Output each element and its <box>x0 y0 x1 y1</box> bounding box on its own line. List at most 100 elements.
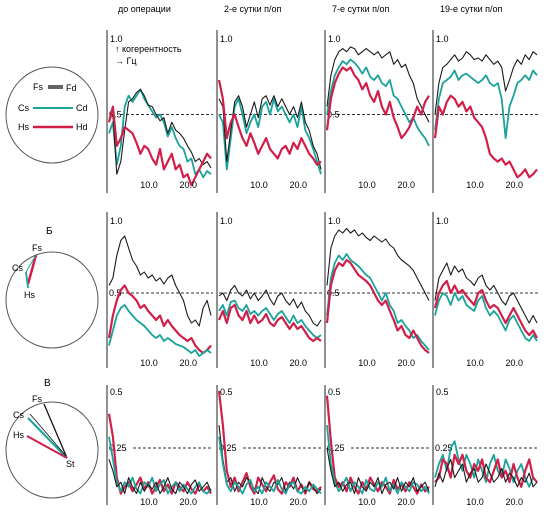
series-line-teal <box>326 58 430 147</box>
electrode-label-hs: Hs <box>24 290 35 300</box>
electrode-label-hd: Hd <box>76 122 88 132</box>
electrode-label-fd: Fd <box>66 83 77 93</box>
series-line-teal <box>218 97 322 175</box>
electrode-label-st: St <box>66 459 75 469</box>
reference-label: 0.25 <box>109 443 127 453</box>
y-max-label: 0.5 <box>220 387 233 397</box>
chart-panel: 0.5 0.25 10.0 20.0 <box>324 385 431 507</box>
column-header-before-surgery: до операции <box>118 4 171 14</box>
x-tick-label: 10.0 <box>250 358 268 368</box>
reference-label: 0.25 <box>219 443 237 453</box>
x-tick-label: 20.0 <box>397 180 415 190</box>
reference-label: 0.5 <box>109 110 122 120</box>
x-tick-label: 20.0 <box>397 358 415 368</box>
series-line-black <box>218 95 322 170</box>
series-line-black <box>326 46 430 123</box>
x-tick-label: 20.0 <box>505 180 523 190</box>
x-tick-label: 10.0 <box>466 358 484 368</box>
chart-panel: 0.5 0.25 10.0 20.0 <box>432 385 539 507</box>
series-line-red <box>433 279 538 339</box>
row-label-c: В <box>44 378 51 389</box>
series-line-black <box>108 88 212 175</box>
x-tick-label: 20.0 <box>505 497 523 507</box>
series-line-black <box>218 284 322 327</box>
reference-label: 0.25 <box>435 443 453 453</box>
x-tick-label: 20.0 <box>289 497 307 507</box>
x-tick-label: 20.0 <box>289 358 307 368</box>
series-line-black <box>326 227 430 301</box>
electrode-label-hs: Hs <box>13 430 24 440</box>
series-line-black <box>434 51 538 115</box>
column-header-day-19: 19-е сутки п/оп <box>440 4 502 14</box>
column-header-day-2: 2-е сутки п/оп <box>224 4 281 14</box>
series-line-red <box>433 94 538 179</box>
electrode-label-cs: Cs <box>18 103 29 113</box>
x-tick-label: 10.0 <box>250 180 268 190</box>
chart-panel: 1.0 10.0 20.0 <box>216 212 323 368</box>
series-line-teal <box>326 253 430 351</box>
reference-label: 0.25 <box>327 443 345 453</box>
column-header-day-7: 7-е сутки п/оп <box>332 4 389 14</box>
x-tick-label: 20.0 <box>179 358 197 368</box>
series-line-black <box>108 459 212 495</box>
x-axis-caption: → Гц <box>115 56 137 66</box>
x-tick-label: 10.0 <box>358 358 376 368</box>
series-line-teal <box>326 425 430 495</box>
series-line-red <box>107 105 212 187</box>
x-tick-label: 20.0 <box>505 358 523 368</box>
series-line-teal <box>218 436 322 495</box>
electrode-label-fs: Fs <box>32 394 42 404</box>
chart-panel: 1.0 10.0 20.0 <box>432 212 539 368</box>
y-max-label: 1.0 <box>328 34 341 44</box>
electrode-label-fs: Fs <box>33 82 43 92</box>
series-line-teal <box>218 299 322 339</box>
series-line-red <box>217 79 322 166</box>
series-line-black <box>108 235 212 327</box>
y-max-label: 1.0 <box>110 216 123 226</box>
y-max-label: 1.0 <box>110 34 123 44</box>
series-line-teal <box>108 304 212 357</box>
y-max-label: 1.0 <box>220 216 233 226</box>
y-max-label: 0.5 <box>110 387 123 397</box>
chart-panel: 1.0 0.5 10.0 20.0 <box>106 30 213 193</box>
chart-panels: 1.00.510.0 20.01.010.0 20.01.00.510.0 20.01… <box>106 30 539 507</box>
head-schematic-b: Б Fs Cs Hs <box>5 226 99 349</box>
x-tick-label: 10.0 <box>140 358 158 368</box>
x-tick-label: 10.0 <box>250 497 268 507</box>
series-line-red <box>434 453 538 488</box>
series-line-teal <box>434 69 538 140</box>
series-line-red <box>107 284 212 355</box>
series-line-teal <box>434 440 538 488</box>
x-tick-label: 10.0 <box>140 497 158 507</box>
y-max-label: 1.0 <box>220 34 233 44</box>
x-tick-label: 10.0 <box>358 497 376 507</box>
electrode-label-cs: Cs <box>12 263 23 273</box>
chart-panel: 1.0 0.5 10.0 20.0 <box>324 30 431 193</box>
x-tick-label: 10.0 <box>358 180 376 190</box>
row-label-b: Б <box>46 226 53 237</box>
y-max-label: 0.5 <box>436 387 449 397</box>
reference-label: 0.5 <box>109 288 122 298</box>
x-tick-label: 10.0 <box>140 180 158 190</box>
series-line-black <box>434 262 538 324</box>
reference-label: 0.5 <box>327 288 340 298</box>
x-tick-label: 20.0 <box>179 497 197 507</box>
series-line-red <box>107 413 212 495</box>
x-tick-label: 10.0 <box>466 180 484 190</box>
series-line-teal <box>108 436 212 495</box>
series-line-black <box>326 447 430 495</box>
electrode-label-hs: Hs <box>18 122 29 132</box>
chart-panel: 0.5 0.25 10.0 20.0 <box>216 385 323 507</box>
series-line-teal <box>108 88 212 179</box>
y-max-label: 1.0 <box>328 216 341 226</box>
chart-panel: 1.0 0.5 10.0 20.0 <box>106 212 213 368</box>
head-schematic-c: В Fs Cs Hs St <box>5 378 99 499</box>
x-tick-label: 20.0 <box>179 180 197 190</box>
chart-panel: 1.0 10.0 20.0 <box>432 30 539 193</box>
y-max-label: 0.5 <box>328 387 341 397</box>
series-line-teal <box>434 292 538 342</box>
series-line-red <box>325 258 430 354</box>
chart-panel: 0.5 0.25 10.0 20.0 <box>106 385 213 507</box>
y-axis-caption: ↑ когерентность <box>115 44 182 54</box>
chart-panel: 1.0 10.0 20.0 <box>216 30 323 193</box>
